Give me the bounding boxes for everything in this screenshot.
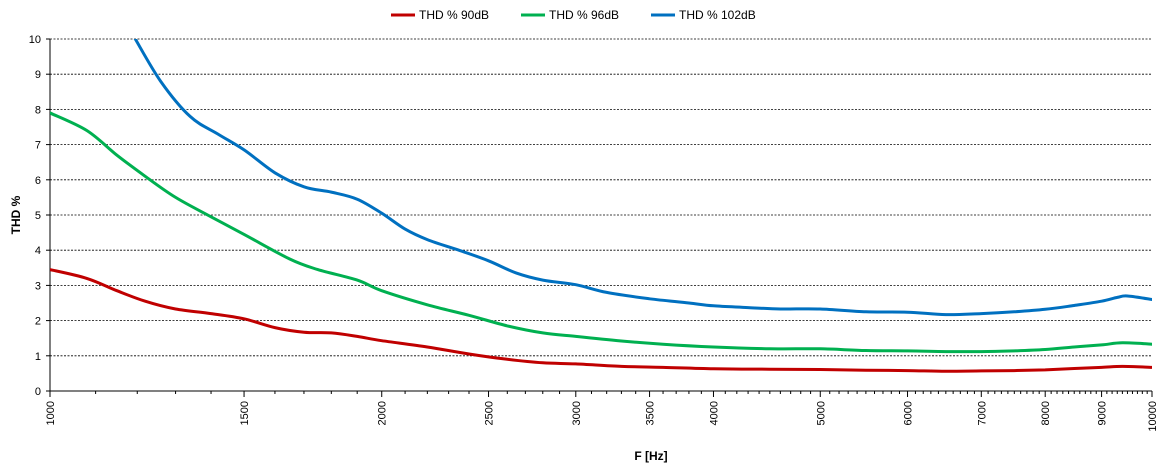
x-tick-label: 3500 xyxy=(645,401,657,425)
y-tick-label: 7 xyxy=(35,140,41,152)
y-tick-label: 3 xyxy=(35,280,41,292)
y-tick-label: 9 xyxy=(35,69,41,81)
legend: THD % 90dB THD % 96dB THD % 102dB xyxy=(391,8,756,22)
x-tick-label: 2500 xyxy=(484,401,496,425)
series-line-2 xyxy=(50,111,1152,354)
gridlines xyxy=(50,38,1152,357)
x-tick-label: 2000 xyxy=(377,401,389,425)
x-axis-label: F [Hz] xyxy=(634,449,667,463)
y-tick-label: 10 xyxy=(29,34,41,46)
y-tick-label: 2 xyxy=(35,316,41,328)
series-lines xyxy=(50,39,1152,373)
x-tick-label: 3000 xyxy=(571,401,583,425)
series-line-3 xyxy=(133,39,1152,317)
y-tick-label: 6 xyxy=(35,175,41,187)
x-tick-label: 8000 xyxy=(1040,401,1052,425)
x-tick-label: 9000 xyxy=(1097,401,1109,425)
x-tick-label: 1000 xyxy=(45,401,57,425)
legend-label-2: THD % 96dB xyxy=(549,8,619,22)
y-tick-label: 4 xyxy=(35,245,41,257)
axes: 0 1 2 3 4 5 6 7 8 9 10 1000 1500 2000 2500 3000 3500 4000… xyxy=(29,34,1158,432)
x-tick-label: 6000 xyxy=(903,401,915,425)
x-tick-label: 4000 xyxy=(708,401,720,425)
y-tick-label: 5 xyxy=(35,210,41,222)
y-tick-label: 1 xyxy=(35,351,41,363)
x-tick-label: 7000 xyxy=(976,401,988,425)
x-tick-label: 1500 xyxy=(239,401,251,425)
series-line-1 xyxy=(50,268,1152,373)
y-tick-label: 8 xyxy=(35,104,41,116)
x-tick-label: 5000 xyxy=(815,401,827,425)
legend-label-3: THD % 102dB xyxy=(679,8,756,22)
x-tick-label: 10000 xyxy=(1147,401,1158,432)
y-axis-label: THD % xyxy=(9,195,23,234)
legend-label-1: THD % 90dB xyxy=(419,8,489,22)
y-tick-label: 0 xyxy=(35,386,41,398)
